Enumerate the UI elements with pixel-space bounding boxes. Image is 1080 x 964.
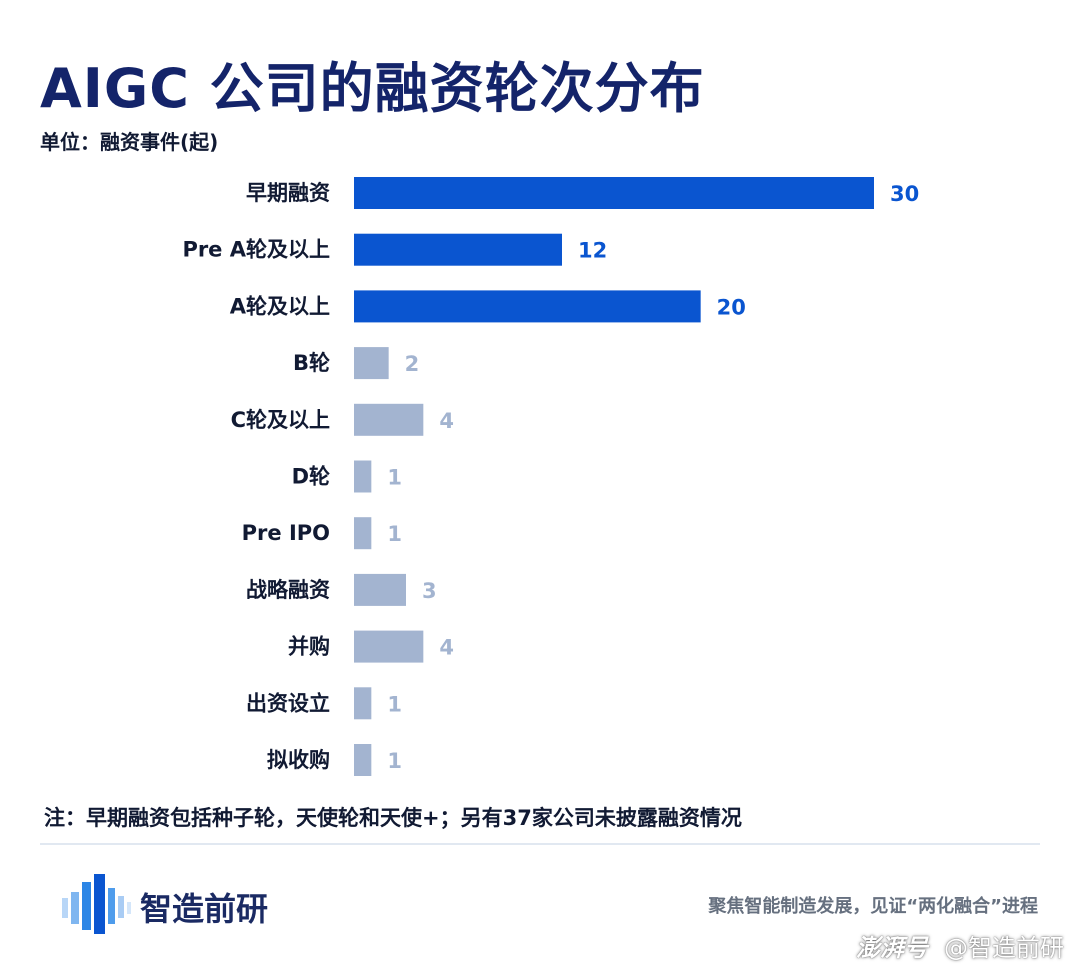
- value-label: 12: [578, 239, 607, 263]
- bar-chart: 早期融资 30 Pre A轮及以上 12 A轮及以上 20 B轮 2 C轮及以上 4 D轮 1 Pre …: [182, 177, 919, 776]
- bar: [354, 744, 372, 776]
- category-label: A轮及以上: [230, 294, 330, 318]
- category-label: B轮: [293, 351, 330, 375]
- watermark: 澎湃号 @智造前研: [856, 928, 1064, 963]
- footnote: 注：早期融资包括种子轮，天使轮和天使+；另有37家公司未披露融资情况: [44, 806, 742, 830]
- category-label: Pre A轮及以上: [182, 238, 330, 262]
- slogan: 聚焦智能制造发展，见证“两化融合”进程: [708, 896, 1038, 917]
- category-label: C轮及以上: [231, 408, 330, 432]
- value-label: 1: [387, 692, 402, 716]
- bar: [354, 403, 424, 436]
- category-label: 出资设立: [246, 691, 330, 715]
- category-label: 早期融资: [246, 181, 330, 205]
- category-label: 拟收购: [267, 748, 330, 772]
- value-label: 30: [890, 182, 919, 206]
- bar: [354, 573, 406, 606]
- category-label: 战略融资: [246, 578, 330, 602]
- bar: [354, 630, 424, 663]
- value-label: 1: [387, 522, 402, 546]
- bar: [354, 687, 372, 720]
- bar: [354, 460, 372, 493]
- value-label: 4: [439, 636, 454, 660]
- value-label: 3: [422, 579, 437, 603]
- category-label: Pre IPO: [242, 521, 330, 545]
- bar: [354, 177, 874, 209]
- category-label: 并购: [288, 635, 330, 659]
- value-label: 1: [387, 749, 402, 773]
- unit-label: 单位：融资事件(起): [40, 130, 219, 154]
- bar: [354, 233, 562, 266]
- value-label: 2: [405, 352, 420, 376]
- watermark-handle: @智造前研: [944, 934, 1064, 962]
- category-label: D轮: [292, 465, 330, 489]
- bar: [354, 517, 372, 550]
- bar: [354, 347, 389, 380]
- page-title: AIGC 公司的融资轮次分布: [40, 57, 705, 120]
- brand-logo-icon: [62, 874, 131, 934]
- value-label: 4: [439, 409, 454, 433]
- value-label: 20: [717, 295, 746, 319]
- brand-name: 智造前研: [140, 890, 269, 928]
- divider: [40, 843, 1040, 845]
- value-label: 1: [387, 466, 402, 490]
- bar: [354, 290, 701, 323]
- watermark-platform: 澎湃号: [856, 934, 928, 962]
